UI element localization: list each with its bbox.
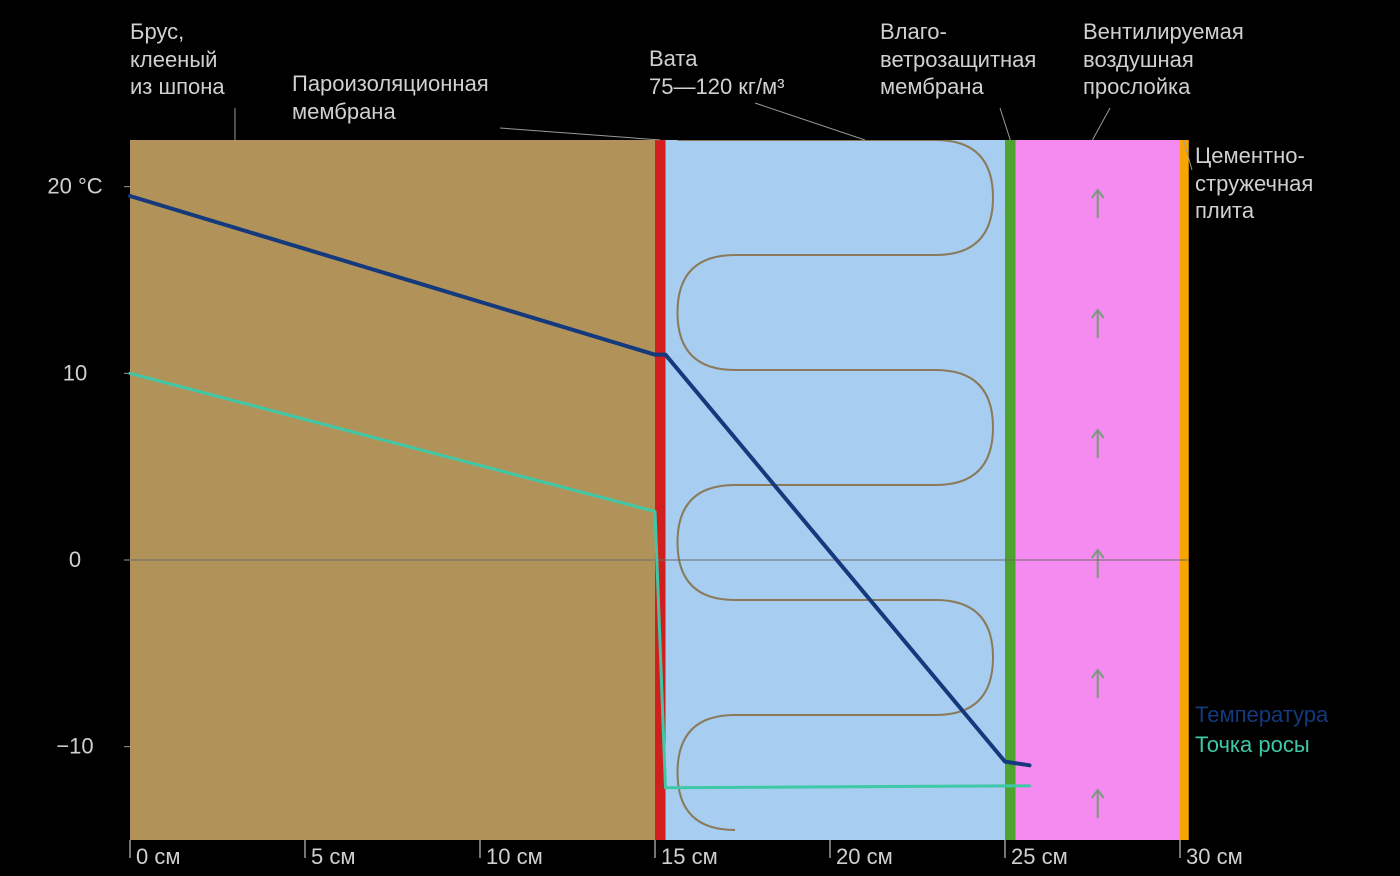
x-tick-label: 5 см [311,844,355,869]
y-tick-label: 20 °C [47,174,102,199]
x-tick-label: 30 см [1186,844,1243,869]
label-vapor: Пароизоляционнаямембрана [292,70,489,125]
x-tick-label: 20 см [836,844,893,869]
y-tick-label: 10 [63,360,87,385]
label-csp: Цементно-стружечнаяплита [1195,142,1313,225]
layer-wind [1005,140,1016,840]
leader-wind [1000,108,1010,140]
layer-csp [1180,140,1189,840]
wall-thermal-diagram: 20 °C 10 0 −10 0 см 5 см 10 см 15 см 20 см 25 см 3… [0,0,1400,876]
y-tick-label: 0 [69,547,81,572]
label-airgap: Вентилируемаявоздушнаяпрослойка [1083,18,1244,101]
label-wind: Влаго-ветрозащитнаямембрана [880,18,1036,101]
layer-airgap [1016,140,1181,840]
leader-airgap [1093,108,1111,140]
layer-wool [666,140,1006,840]
y-tick-label: −10 [56,734,93,759]
label-lvl: Брус,клееныйиз шпона [130,18,225,101]
x-tick-label: 15 см [661,844,718,869]
legend-dewpoint: Точка росы [1195,732,1310,758]
leader-wool [755,103,865,140]
x-tick-label: 10 см [486,844,543,869]
leader-vapor [500,128,660,140]
label-wool: Вата75—120 кг/м³ [649,45,785,100]
x-tick-label: 0 см [136,844,180,869]
x-tick-label: 25 см [1011,844,1068,869]
legend-temperature: Температура [1195,702,1328,728]
